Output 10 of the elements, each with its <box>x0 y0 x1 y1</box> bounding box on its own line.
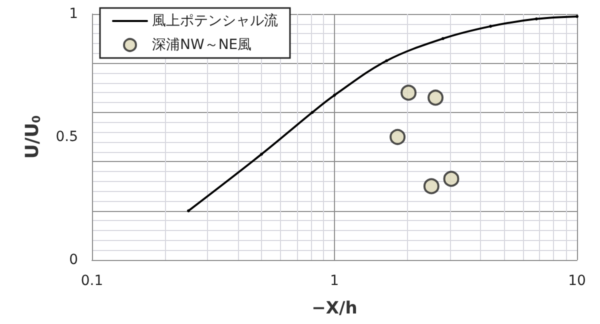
x-axis-title: −X/h <box>312 298 358 318</box>
legend-label: 風上ポテンシャル流 <box>152 13 278 29</box>
x-tick-label: 10 <box>568 273 586 289</box>
y-tick-label: 0 <box>69 252 78 268</box>
x-tick-label: 0.1 <box>80 273 104 289</box>
x-tick-label: 1 <box>330 273 339 289</box>
y-tick-label: 1 <box>69 6 78 22</box>
y-tick-label: 0.5 <box>56 129 78 145</box>
legend-label: 深浦NW～NE風 <box>152 37 252 53</box>
y-axis-title: U/U0 <box>22 114 43 159</box>
